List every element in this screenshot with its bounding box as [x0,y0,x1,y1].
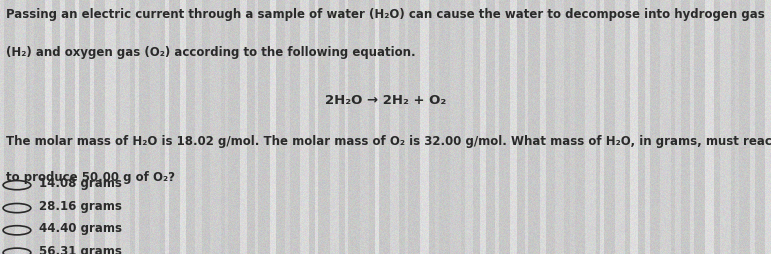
Text: The molar mass of H₂O is 18.02 g/mol. The molar mass of O₂ is 32.00 g/mol. What : The molar mass of H₂O is 18.02 g/mol. Th… [6,135,771,148]
Text: 44.40 grams: 44.40 grams [39,221,122,234]
Text: to produce 50.00 g of O₂?: to produce 50.00 g of O₂? [6,170,175,183]
Text: Passing an electric current through a sample of water (H₂O) can cause the water : Passing an electric current through a sa… [6,8,765,21]
Text: 28.16 grams: 28.16 grams [39,199,121,212]
Text: (H₂) and oxygen gas (O₂) according to the following equation.: (H₂) and oxygen gas (O₂) according to th… [6,46,416,59]
Text: 56.31 grams: 56.31 grams [39,244,121,254]
Text: 2H₂O → 2H₂ + O₂: 2H₂O → 2H₂ + O₂ [325,94,446,107]
Text: 14.08 grams: 14.08 grams [39,177,121,189]
